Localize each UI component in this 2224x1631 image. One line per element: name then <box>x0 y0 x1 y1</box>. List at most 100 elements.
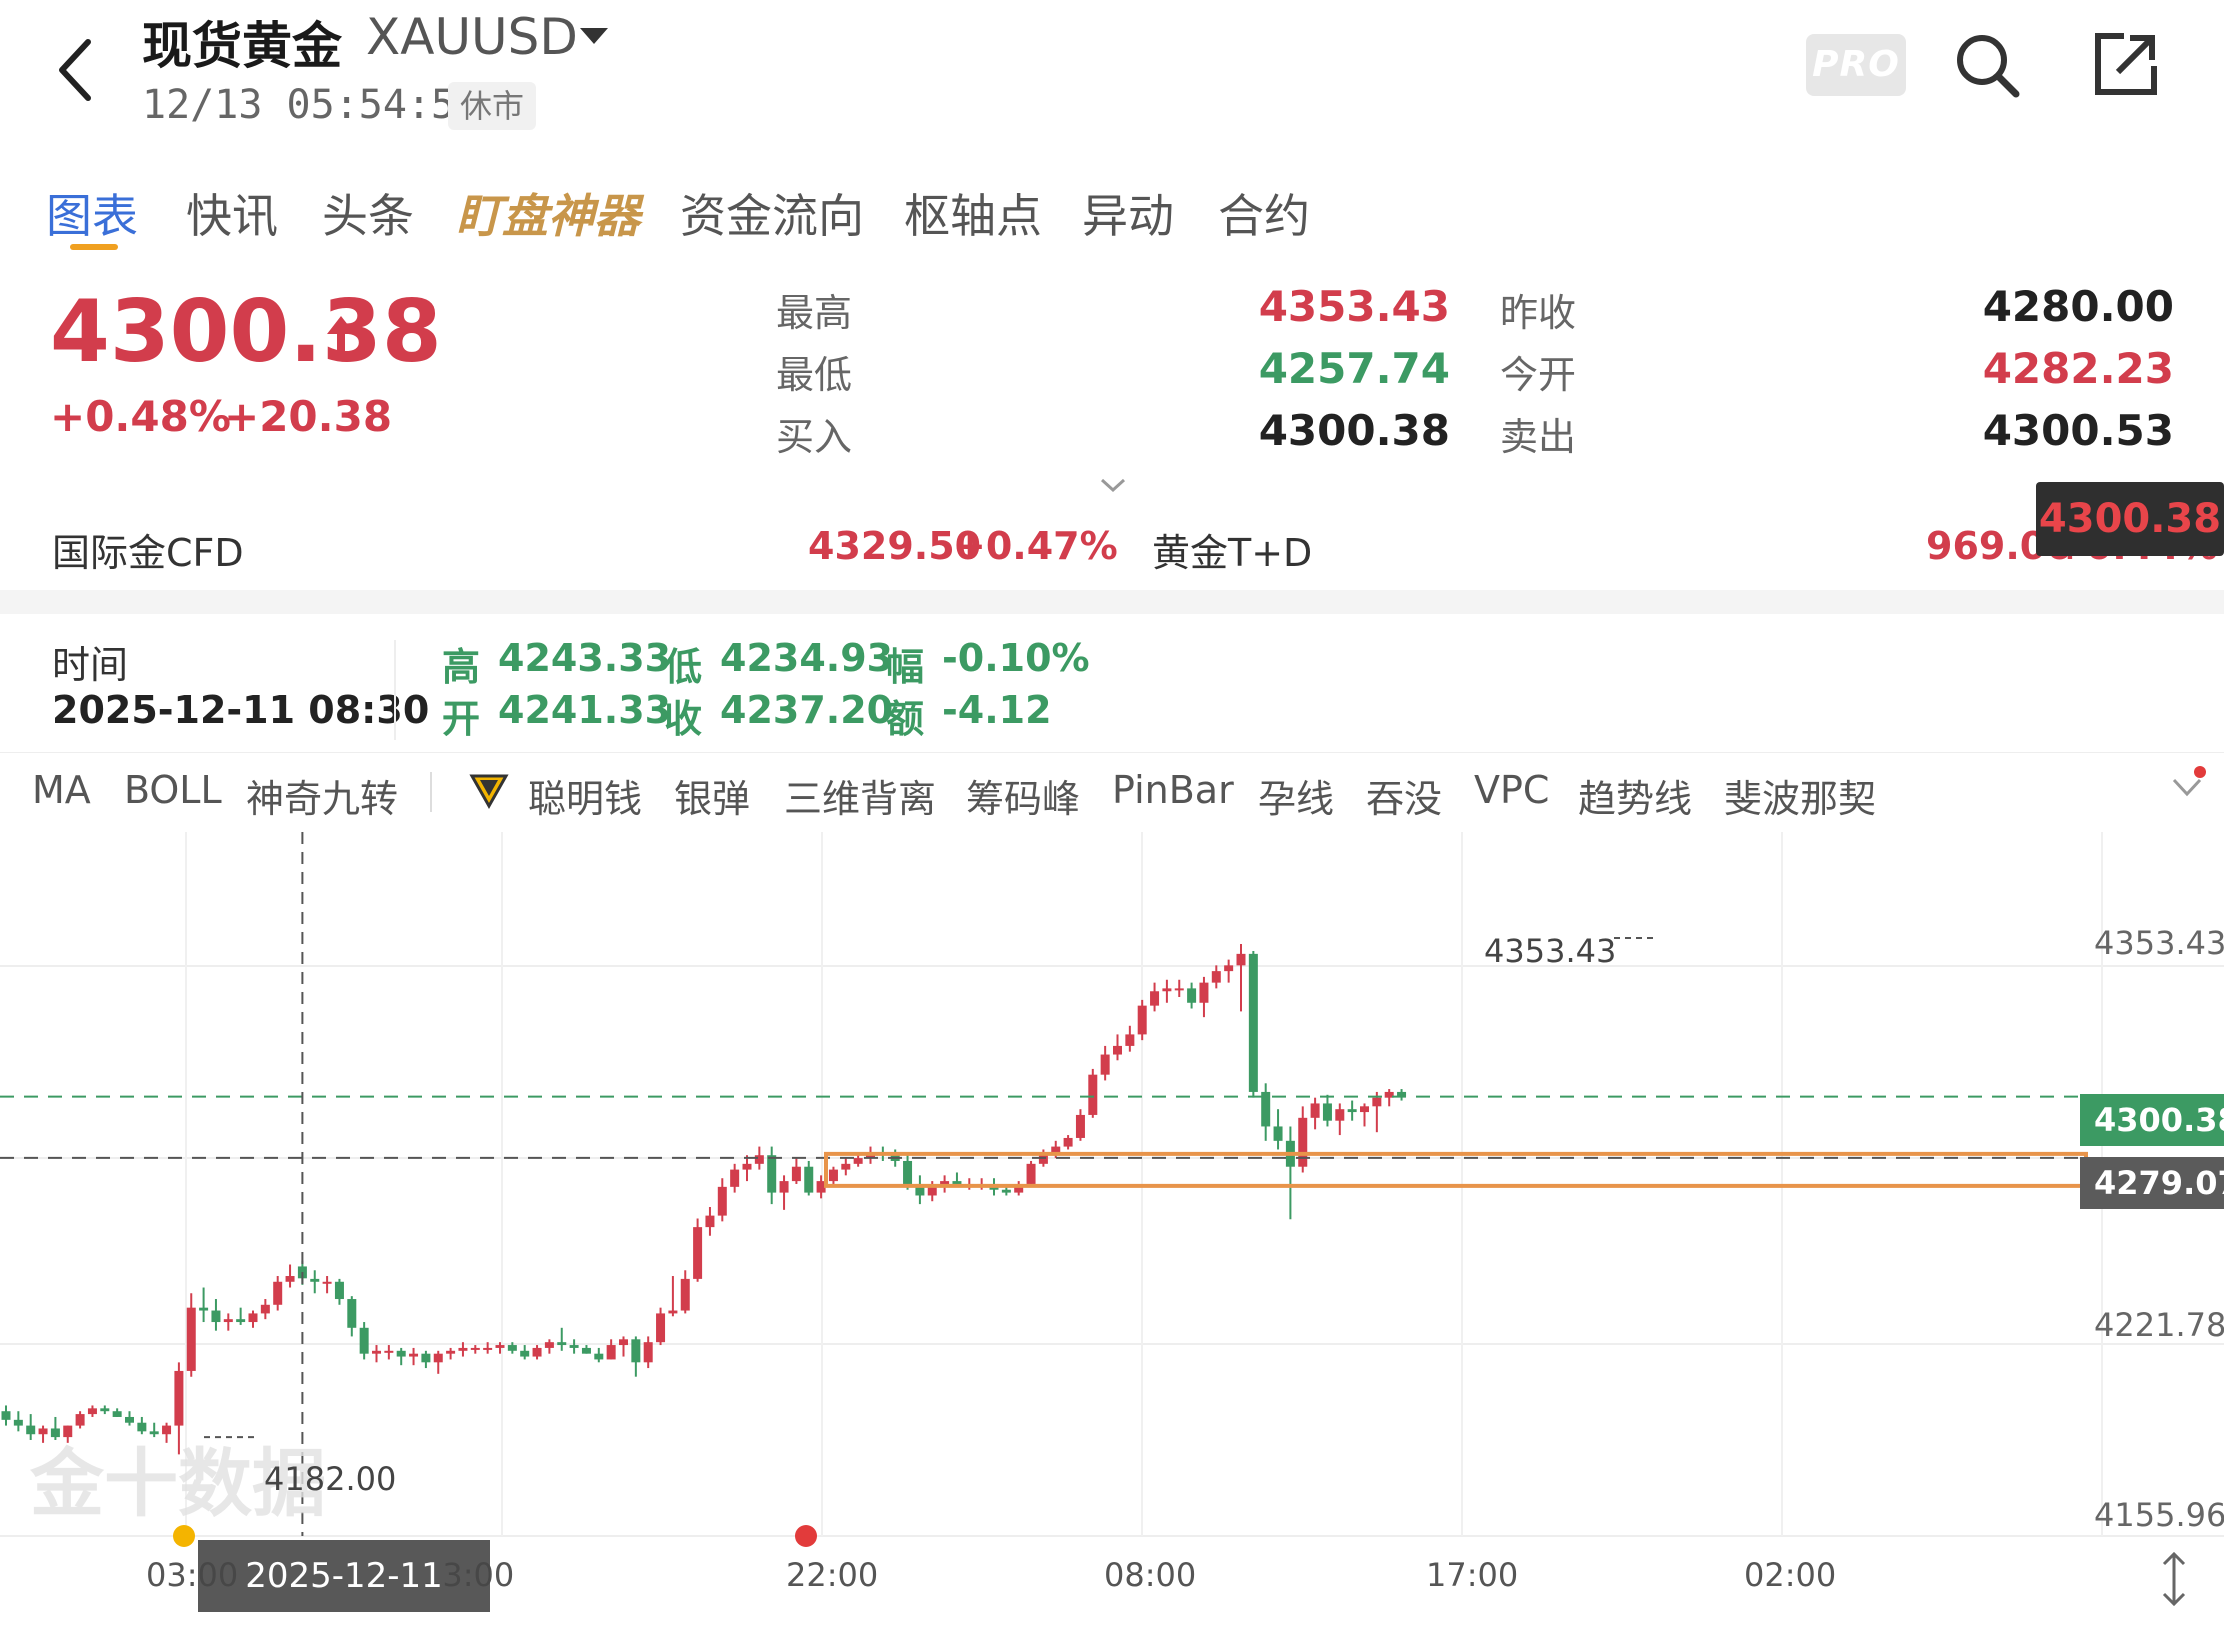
candle-body <box>1113 1045 1122 1055</box>
cfd-label[interactable]: 国际金CFD <box>52 531 244 575</box>
candle-body <box>409 1353 419 1357</box>
candle-body <box>1125 1034 1135 1046</box>
candle-body <box>643 1342 653 1363</box>
chevron-down-icon[interactable] <box>2170 772 2204 802</box>
candle-body <box>1211 971 1221 983</box>
candle-body <box>828 1169 838 1182</box>
candle-body <box>903 1160 913 1184</box>
indicator-smart-money[interactable]: 聪明钱 <box>528 777 643 821</box>
candle-body <box>767 1155 777 1193</box>
candle-body <box>359 1327 369 1354</box>
candle-body <box>569 1345 579 1348</box>
candle-body <box>125 1416 134 1423</box>
chevron-down-icon[interactable] <box>580 28 608 44</box>
tab-fund-flow[interactable]: 资金流向 <box>680 189 864 243</box>
divider <box>394 640 396 740</box>
candle-body <box>50 1428 60 1438</box>
candle-body <box>1150 991 1160 1006</box>
candle-body <box>162 1425 172 1435</box>
y-axis-label-mid: 4221.78 <box>2094 1306 2224 1344</box>
tab-contracts[interactable]: 合约 <box>1218 189 1310 243</box>
candle-body <box>1 1411 11 1420</box>
candle-body <box>26 1425 36 1435</box>
bar-open-label: 开 <box>442 697 481 741</box>
candle-body <box>841 1163 851 1170</box>
indicator-vpc[interactable]: VPC <box>1474 768 1550 812</box>
expand-chevron-icon[interactable] <box>1098 470 1128 500</box>
candle-body <box>1051 1146 1061 1153</box>
candle-body <box>717 1186 727 1216</box>
tab-pivot-points[interactable]: 枢轴点 <box>904 189 1042 243</box>
bar-high-label: 高 <box>442 645 481 689</box>
tab-chart[interactable]: 图表 <box>46 189 138 243</box>
candle-body <box>199 1307 209 1311</box>
indicator-td9[interactable]: 神奇九转 <box>246 777 399 821</box>
event-marker <box>795 1525 817 1547</box>
candle-body <box>112 1411 122 1417</box>
candle-body <box>1248 953 1258 1092</box>
ask-value: 4300.53 <box>1982 406 2174 455</box>
candle-body <box>1137 1005 1147 1035</box>
candle-body <box>1026 1163 1036 1184</box>
candle-body <box>1273 1126 1283 1141</box>
symbol-selector[interactable]: XAUUSD <box>366 8 578 66</box>
low-label: 最低 <box>776 353 853 397</box>
candle-body <box>1372 1097 1382 1107</box>
indicator-engulfing[interactable]: 吞没 <box>1366 777 1443 821</box>
indicator-ma[interactable]: MA <box>32 768 91 812</box>
search-icon[interactable] <box>1950 28 2024 102</box>
indicator-silver-bullet[interactable]: 银弹 <box>674 777 751 821</box>
candle-body <box>223 1319 233 1323</box>
td-label[interactable]: 黄金T+D <box>1152 531 1313 575</box>
candle-body <box>730 1169 740 1187</box>
candle-body <box>260 1304 270 1314</box>
candlestick-chart[interactable] <box>0 830 2224 1631</box>
indicator-pinbar[interactable]: PinBar <box>1112 768 1234 812</box>
bar-amp-value: -0.10% <box>942 636 1090 680</box>
indicator-boll[interactable]: BOLL <box>124 768 222 812</box>
candle-body <box>544 1342 554 1348</box>
indicator-chip-peak[interactable]: 筹码峰 <box>966 777 1081 821</box>
active-tab-indicator <box>70 244 118 250</box>
candle-body <box>1261 1091 1271 1127</box>
tab-anomaly[interactable]: 异动 <box>1082 189 1174 243</box>
candle-body <box>1100 1054 1110 1075</box>
vertical-scale-icon[interactable] <box>2156 1548 2192 1610</box>
x-axis-label: 08:00 <box>1104 1556 1197 1594</box>
candle-body <box>1063 1137 1073 1147</box>
price-tooltip: 4300.38 <box>2036 482 2224 556</box>
tab-headlines[interactable]: 头条 <box>322 189 414 243</box>
candle-body <box>1310 1103 1320 1118</box>
arrow-up-icon <box>327 316 355 356</box>
candle-body <box>384 1350 394 1353</box>
candle-body <box>1014 1183 1024 1193</box>
bar-amt-value: -4.12 <box>942 688 1052 732</box>
candle-body <box>1347 1109 1357 1113</box>
candle-body <box>1360 1106 1369 1113</box>
open-label: 今开 <box>1500 353 1577 397</box>
candle-body <box>458 1347 468 1351</box>
pro-button[interactable]: PRO <box>1806 34 1906 96</box>
candle-body <box>1187 988 1197 1003</box>
change-percent: +0.48% <box>50 392 231 441</box>
indicator-fibonacci[interactable]: 斐波那契 <box>1724 777 1877 821</box>
candle-body <box>791 1166 801 1182</box>
indicator-harami[interactable]: 孕线 <box>1258 777 1335 821</box>
tab-monitor[interactable]: 盯盘神器 <box>456 189 640 243</box>
indicator-divergence[interactable]: 三维背离 <box>784 777 937 821</box>
diamond-icon <box>469 774 509 810</box>
high-label: 最高 <box>776 291 853 335</box>
bar-close-value: 4237.20 <box>720 688 894 732</box>
candle-body <box>754 1155 764 1164</box>
candle-body <box>693 1227 703 1279</box>
candle-body <box>656 1313 666 1343</box>
share-icon[interactable] <box>2090 30 2160 100</box>
low-value: 4257.74 <box>1258 344 1450 393</box>
candle-body <box>1224 965 1234 972</box>
indicator-trendline[interactable]: 趋势线 <box>1578 777 1693 821</box>
candle-body <box>137 1422 147 1432</box>
candle-body <box>433 1353 443 1363</box>
candle-body <box>310 1278 320 1282</box>
tab-flash[interactable]: 快讯 <box>186 189 278 243</box>
back-arrow-icon[interactable] <box>48 30 108 110</box>
